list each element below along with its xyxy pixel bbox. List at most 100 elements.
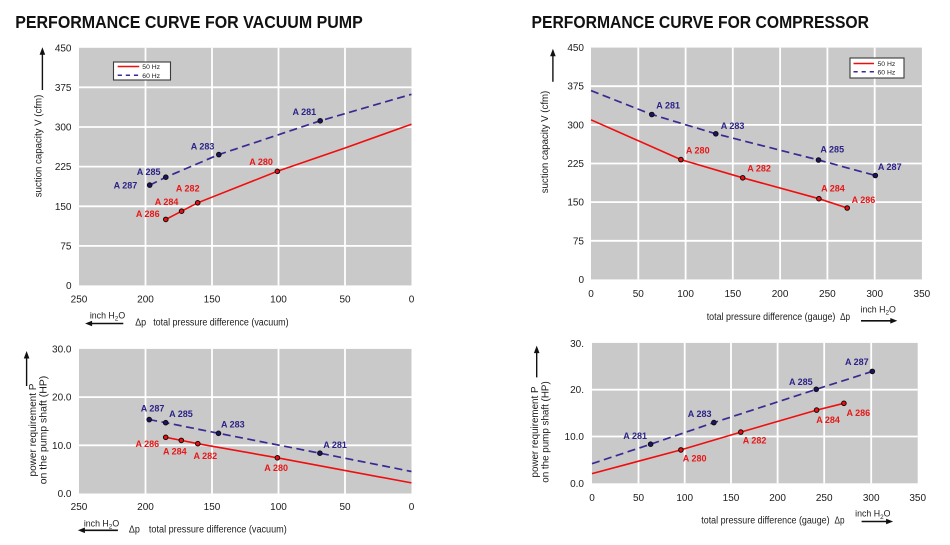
- svg-text:A 285: A 285: [169, 409, 193, 419]
- svg-text:375: 375: [567, 82, 584, 93]
- svg-text:150: 150: [724, 289, 741, 300]
- svg-text:A 280: A 280: [686, 146, 710, 156]
- svg-text:Δp: Δp: [135, 317, 146, 328]
- svg-text:total pressure difference (gau: total pressure difference (gauge): [701, 516, 829, 527]
- svg-text:Δp: Δp: [835, 516, 845, 527]
- svg-text:A 280: A 280: [249, 157, 273, 167]
- svg-text:A 286: A 286: [136, 209, 160, 219]
- svg-text:A 281: A 281: [323, 440, 347, 450]
- svg-text:50: 50: [339, 295, 351, 306]
- svg-text:375: 375: [55, 83, 72, 94]
- svg-text:350: 350: [909, 493, 926, 504]
- svg-text:100: 100: [676, 493, 693, 504]
- svg-text:300: 300: [567, 120, 584, 131]
- svg-text:A 287: A 287: [141, 404, 165, 414]
- svg-text:50: 50: [339, 502, 351, 513]
- svg-text:225: 225: [567, 159, 584, 170]
- svg-text:A 282: A 282: [176, 183, 200, 193]
- svg-text:350: 350: [914, 289, 931, 300]
- svg-text:150: 150: [55, 202, 72, 213]
- svg-text:on the pump shaft (HP): on the pump shaft (HP): [39, 376, 50, 485]
- svg-text:total pressure difference (gau: total pressure difference (gauge): [707, 312, 836, 323]
- svg-text:100: 100: [270, 295, 287, 306]
- svg-text:250: 250: [71, 295, 88, 306]
- svg-text:A 281: A 281: [656, 100, 680, 110]
- svg-text:10.0: 10.0: [52, 441, 72, 452]
- svg-text:200: 200: [769, 493, 786, 504]
- svg-text:100: 100: [270, 502, 287, 513]
- svg-text:A 284: A 284: [816, 415, 840, 425]
- svg-text:Δp: Δp: [840, 312, 850, 323]
- svg-text:suction capacity V (cfm): suction capacity V (cfm): [540, 91, 551, 194]
- svg-text:A 284: A 284: [821, 183, 845, 193]
- svg-text:150: 150: [723, 493, 740, 504]
- svg-text:50 Hz: 50 Hz: [878, 61, 896, 68]
- svg-text:20.0: 20.0: [52, 393, 72, 404]
- svg-text:250: 250: [819, 289, 836, 300]
- svg-text:A 285: A 285: [820, 145, 844, 155]
- svg-text:10.0: 10.0: [565, 432, 585, 443]
- svg-text:200: 200: [137, 502, 154, 513]
- svg-text:A 280: A 280: [264, 463, 288, 473]
- svg-text:30.: 30.: [570, 339, 584, 350]
- svg-text:A 285: A 285: [789, 377, 813, 387]
- svg-text:0: 0: [589, 493, 595, 504]
- svg-text:A 280: A 280: [683, 453, 707, 463]
- svg-text:60 Hz: 60 Hz: [142, 73, 160, 80]
- svg-text:A 282: A 282: [194, 451, 218, 461]
- svg-text:PERFORMANCE CURVE FOR VACUUM P: PERFORMANCE CURVE FOR VACUUM PUMP: [15, 12, 363, 32]
- svg-text:A 287: A 287: [845, 357, 869, 367]
- svg-text:A 284: A 284: [155, 197, 179, 207]
- svg-text:300: 300: [866, 289, 883, 300]
- svg-text:450: 450: [567, 43, 584, 54]
- svg-text:total pressure difference (vac: total pressure difference (vacuum): [153, 317, 288, 328]
- svg-text:150: 150: [204, 295, 221, 306]
- svg-text:250: 250: [816, 493, 833, 504]
- svg-text:250: 250: [71, 502, 88, 513]
- svg-text:0: 0: [409, 295, 415, 306]
- svg-text:75: 75: [60, 241, 72, 252]
- svg-text:Δp: Δp: [129, 524, 140, 535]
- svg-text:100: 100: [677, 289, 694, 300]
- svg-text:30.0: 30.0: [52, 344, 72, 355]
- svg-text:A 287: A 287: [114, 180, 138, 190]
- svg-text:0: 0: [66, 281, 72, 292]
- svg-text:200: 200: [137, 295, 154, 306]
- svg-text:0.0: 0.0: [58, 489, 72, 500]
- svg-text:power requirement P: power requirement P: [28, 383, 39, 476]
- svg-text:A 281: A 281: [623, 431, 647, 441]
- svg-text:0: 0: [578, 275, 584, 286]
- svg-text:power requirement P: power requirement P: [530, 386, 541, 477]
- svg-text:450: 450: [55, 43, 72, 54]
- svg-text:suction capacity V (cfm): suction capacity V (cfm): [34, 95, 45, 198]
- svg-text:0: 0: [409, 502, 415, 513]
- svg-text:A 286: A 286: [847, 408, 871, 418]
- svg-text:A 282: A 282: [747, 164, 771, 174]
- svg-text:200: 200: [772, 289, 789, 300]
- svg-text:0: 0: [588, 289, 594, 300]
- svg-text:A 283: A 283: [191, 141, 215, 151]
- svg-text:A 287: A 287: [878, 162, 902, 172]
- svg-text:PERFORMANCE CURVE FOR COMPRESS: PERFORMANCE CURVE FOR COMPRESSOR: [532, 12, 870, 32]
- svg-text:50 Hz: 50 Hz: [142, 64, 160, 71]
- svg-text:A 284: A 284: [163, 446, 187, 456]
- svg-text:300: 300: [863, 493, 880, 504]
- svg-text:60 Hz: 60 Hz: [878, 70, 896, 77]
- svg-text:300: 300: [55, 123, 72, 134]
- svg-text:A 286: A 286: [852, 195, 876, 205]
- svg-text:A 281: A 281: [293, 107, 317, 117]
- svg-text:A 283: A 283: [688, 409, 712, 419]
- svg-text:A 283: A 283: [221, 420, 245, 430]
- svg-text:A 285: A 285: [137, 167, 161, 177]
- svg-text:0.0: 0.0: [570, 479, 584, 490]
- svg-text:50: 50: [633, 493, 645, 504]
- svg-text:A 282: A 282: [743, 436, 767, 446]
- svg-text:75: 75: [573, 236, 585, 247]
- svg-text:20.: 20.: [570, 385, 584, 396]
- svg-text:225: 225: [55, 162, 72, 173]
- svg-text:150: 150: [567, 198, 584, 209]
- svg-text:A 283: A 283: [721, 121, 745, 131]
- svg-text:on the pump shaft (HP): on the pump shaft (HP): [541, 381, 552, 483]
- svg-text:150: 150: [204, 502, 221, 513]
- svg-text:total pressure difference (vac: total pressure difference (vacuum): [149, 524, 287, 535]
